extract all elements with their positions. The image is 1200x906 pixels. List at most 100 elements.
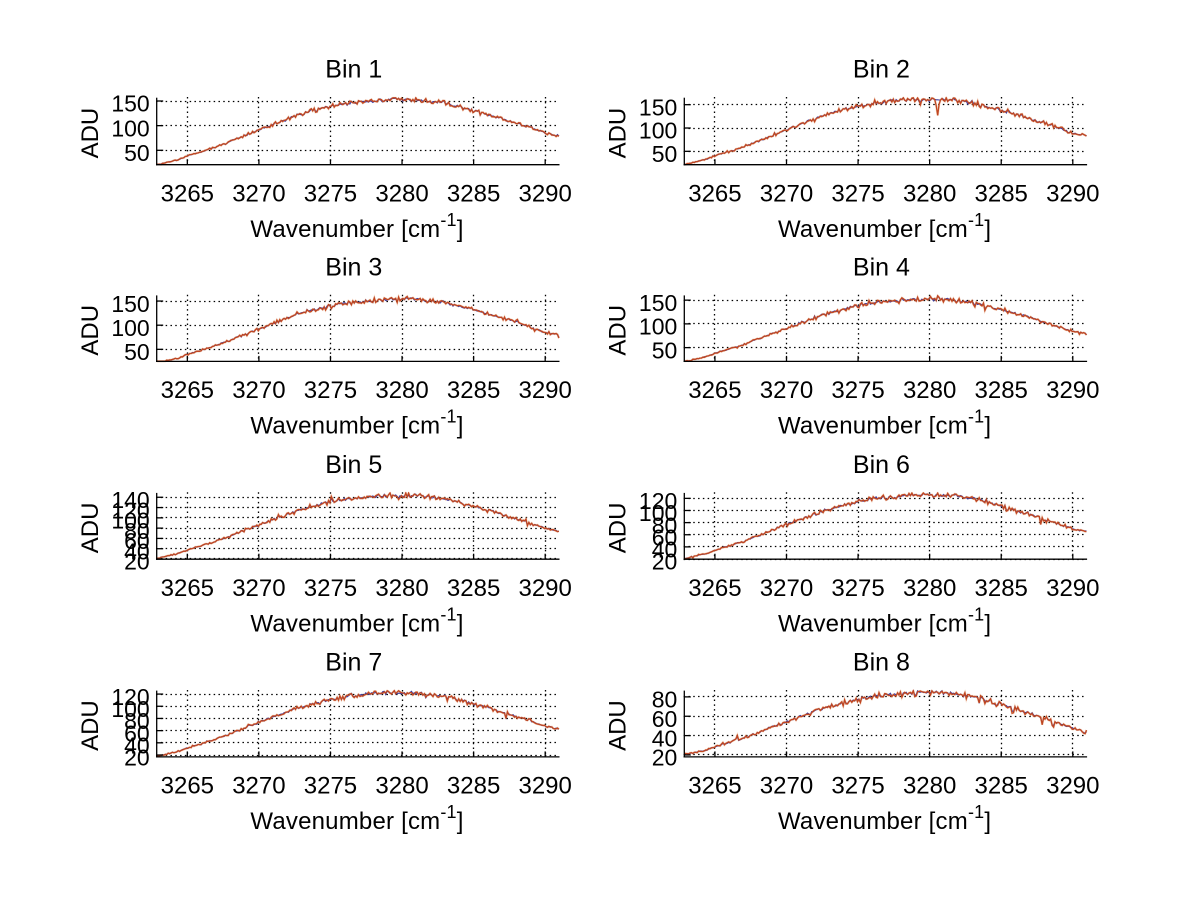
svg-text:3285: 3285: [447, 377, 500, 404]
svg-text:100: 100: [111, 315, 149, 341]
svg-text:Bin 7: Bin 7: [325, 649, 382, 677]
svg-text:3270: 3270: [760, 773, 813, 800]
svg-text:ADU: ADU: [77, 305, 104, 356]
svg-text:3265: 3265: [688, 773, 741, 800]
svg-text:3275: 3275: [304, 575, 357, 602]
svg-text:3290: 3290: [518, 180, 571, 207]
svg-text:50: 50: [124, 339, 150, 365]
svg-text:ADU: ADU: [604, 700, 631, 751]
svg-text:3275: 3275: [831, 575, 884, 602]
svg-text:3270: 3270: [232, 377, 285, 404]
svg-text:40: 40: [652, 725, 678, 751]
svg-text:3275: 3275: [304, 377, 357, 404]
svg-text:20: 20: [124, 549, 150, 575]
svg-text:3275: 3275: [831, 180, 884, 207]
svg-text:100: 100: [639, 314, 677, 340]
svg-text:Bin 5: Bin 5: [325, 451, 382, 479]
svg-text:3270: 3270: [760, 377, 813, 404]
svg-text:Bin 4: Bin 4: [853, 253, 910, 281]
svg-text:3275: 3275: [304, 180, 357, 207]
svg-text:3285: 3285: [975, 575, 1028, 602]
svg-text:Bin 8: Bin 8: [853, 649, 910, 677]
svg-text:3275: 3275: [304, 773, 357, 800]
svg-text:3270: 3270: [760, 180, 813, 207]
svg-text:3275: 3275: [831, 377, 884, 404]
svg-text:3280: 3280: [375, 180, 428, 207]
svg-text:120: 120: [639, 488, 677, 514]
svg-text:20: 20: [652, 745, 678, 771]
svg-text:3280: 3280: [903, 773, 956, 800]
svg-text:ADU: ADU: [604, 503, 631, 554]
svg-text:100: 100: [111, 115, 149, 141]
svg-text:3265: 3265: [161, 377, 214, 404]
svg-text:60: 60: [652, 524, 678, 550]
svg-text:3285: 3285: [447, 180, 500, 207]
svg-text:3265: 3265: [161, 773, 214, 800]
svg-text:20: 20: [652, 549, 678, 575]
svg-text:3270: 3270: [760, 575, 813, 602]
svg-text:3265: 3265: [161, 180, 214, 207]
svg-text:60: 60: [124, 720, 150, 746]
svg-text:Bin 2: Bin 2: [853, 56, 910, 84]
svg-text:80: 80: [652, 512, 678, 538]
svg-text:40: 40: [124, 733, 150, 759]
svg-text:3270: 3270: [232, 575, 285, 602]
svg-text:120: 120: [111, 497, 149, 523]
svg-text:50: 50: [652, 141, 678, 167]
svg-text:3285: 3285: [447, 575, 500, 602]
svg-text:100: 100: [111, 696, 149, 722]
svg-text:150: 150: [111, 291, 149, 317]
svg-text:3285: 3285: [975, 377, 1028, 404]
svg-text:3265: 3265: [688, 377, 741, 404]
svg-text:60: 60: [124, 528, 150, 554]
svg-text:Bin 1: Bin 1: [325, 56, 382, 84]
svg-text:50: 50: [124, 140, 150, 166]
svg-text:Bin 3: Bin 3: [325, 253, 382, 281]
svg-text:3280: 3280: [903, 377, 956, 404]
svg-text:150: 150: [111, 91, 149, 117]
svg-text:80: 80: [652, 687, 678, 713]
svg-text:Wavenumber [cm-1]: Wavenumber [cm-1]: [250, 605, 463, 638]
svg-text:Bin 6: Bin 6: [853, 451, 910, 479]
svg-text:Wavenumber [cm-1]: Wavenumber [cm-1]: [250, 802, 463, 835]
svg-text:ADU: ADU: [77, 700, 104, 751]
svg-text:Wavenumber [cm-1]: Wavenumber [cm-1]: [778, 605, 991, 638]
svg-text:100: 100: [111, 508, 149, 534]
svg-text:3265: 3265: [688, 180, 741, 207]
svg-text:3290: 3290: [518, 575, 571, 602]
svg-text:ADU: ADU: [604, 108, 631, 159]
svg-text:80: 80: [124, 518, 150, 544]
svg-text:3290: 3290: [1046, 180, 1099, 207]
svg-text:3280: 3280: [375, 575, 428, 602]
svg-text:120: 120: [111, 684, 149, 710]
svg-text:40: 40: [124, 538, 150, 564]
svg-text:40: 40: [652, 537, 678, 563]
svg-text:3290: 3290: [518, 773, 571, 800]
svg-text:150: 150: [639, 290, 677, 316]
svg-text:3265: 3265: [688, 575, 741, 602]
svg-text:3265: 3265: [161, 575, 214, 602]
svg-text:60: 60: [652, 706, 678, 732]
svg-text:Wavenumber [cm-1]: Wavenumber [cm-1]: [250, 407, 463, 440]
svg-text:ADU: ADU: [604, 305, 631, 356]
svg-text:150: 150: [639, 94, 677, 120]
svg-text:3280: 3280: [903, 180, 956, 207]
svg-text:50: 50: [652, 337, 678, 363]
svg-text:3270: 3270: [232, 773, 285, 800]
svg-text:3280: 3280: [375, 773, 428, 800]
svg-text:100: 100: [639, 500, 677, 526]
svg-text:3280: 3280: [375, 377, 428, 404]
svg-text:140: 140: [111, 487, 149, 513]
svg-text:3285: 3285: [975, 773, 1028, 800]
svg-text:Wavenumber [cm-1]: Wavenumber [cm-1]: [778, 407, 991, 440]
svg-text:3285: 3285: [447, 773, 500, 800]
svg-text:3290: 3290: [1046, 377, 1099, 404]
svg-text:3280: 3280: [903, 575, 956, 602]
svg-text:Wavenumber [cm-1]: Wavenumber [cm-1]: [250, 210, 463, 243]
svg-text:Wavenumber [cm-1]: Wavenumber [cm-1]: [778, 210, 991, 243]
svg-text:ADU: ADU: [77, 108, 104, 159]
svg-text:Wavenumber [cm-1]: Wavenumber [cm-1]: [778, 802, 991, 835]
svg-text:3290: 3290: [518, 377, 571, 404]
svg-text:3285: 3285: [975, 180, 1028, 207]
svg-text:100: 100: [639, 118, 677, 144]
